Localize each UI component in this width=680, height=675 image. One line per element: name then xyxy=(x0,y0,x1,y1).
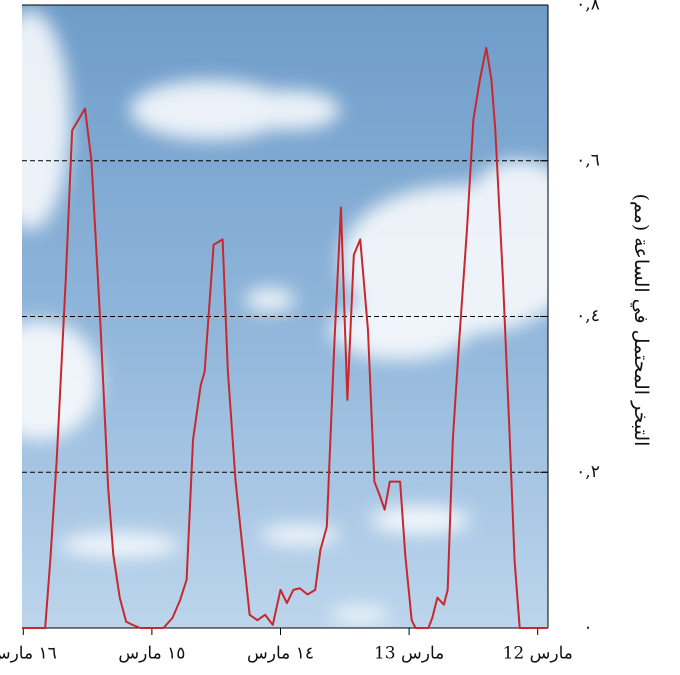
x-tick-label: 13 مارس xyxy=(374,644,444,664)
x-tick-label: ١٤ مارس xyxy=(247,644,314,664)
y-tick-label: ٠ xyxy=(583,618,592,638)
x-tick-label: ١٦ مارس xyxy=(0,644,57,664)
y-tick-label: ٠,٤ xyxy=(576,306,600,326)
y-tick-label: ٠,٦ xyxy=(576,150,600,170)
y-tick-label: ٠,٨ xyxy=(576,0,600,15)
x-tick-label: 12 مارس xyxy=(503,644,573,664)
x-tick-label: ١٥ مارس xyxy=(118,644,185,664)
chart: التبخر المحتمل في الساعة (مم) ٠ ٠,٢ ٠,٤ ٠,٦… xyxy=(0,0,680,675)
y-axis-title: التبخر المحتمل في الساعة (مم) xyxy=(630,194,652,447)
y-tick-label: ٠,٢ xyxy=(576,462,600,482)
